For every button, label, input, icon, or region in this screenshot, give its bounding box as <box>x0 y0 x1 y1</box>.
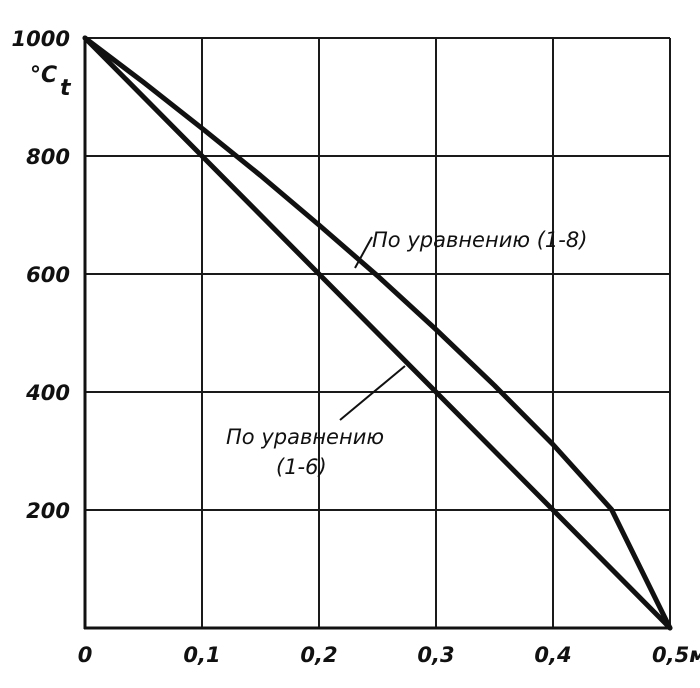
annotation-eq-1-6-line1: По уравнению <box>226 425 384 449</box>
annotation-eq-1-8: По уравнению (1-8) <box>372 228 587 252</box>
leader-eq-1-6 <box>339 365 406 421</box>
leader-eq-1-8 <box>354 236 373 269</box>
series-line-1 <box>82 35 673 631</box>
x-tick-label: 0,3 <box>417 643 454 667</box>
annotation-eq-1-6-line2: (1-6) <box>276 455 327 479</box>
series-line-2 <box>82 35 673 631</box>
series-lines <box>82 35 673 631</box>
y-axis-symbol: t <box>60 76 72 101</box>
x-tick-label: 0 <box>78 643 93 667</box>
y-tick-label: 600 <box>26 263 70 287</box>
axes <box>83 38 670 630</box>
y-tick-label: 1000 <box>12 27 70 51</box>
x-tick-label: 0,5м <box>652 643 700 667</box>
x-tick-label: 0,2 <box>300 643 337 667</box>
grid <box>85 37 671 628</box>
y-tick-label: 400 <box>25 381 70 405</box>
x-tick-label: 0,1 <box>183 643 220 667</box>
y-unit-label: °C <box>30 63 57 88</box>
tick-labels: 0 0,1 0,2 0,3 0,4 0,5м 200 400 600 800 1000 <box>12 27 700 667</box>
annotation-leaders <box>339 236 406 421</box>
y-tick-label: 800 <box>26 145 70 169</box>
x-tick-label: 0,4 <box>534 643 571 667</box>
y-tick-label: 200 <box>26 499 70 523</box>
